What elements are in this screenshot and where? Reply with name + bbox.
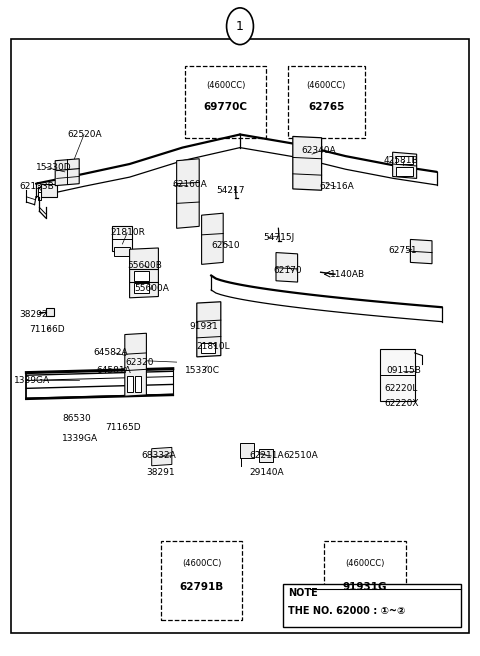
- Text: 64581A: 64581A: [96, 366, 131, 375]
- Text: 1: 1: [236, 20, 244, 33]
- Text: 42581B: 42581B: [384, 156, 419, 165]
- Circle shape: [227, 8, 253, 45]
- Text: 62791B: 62791B: [180, 582, 224, 592]
- Text: 38292: 38292: [19, 310, 48, 319]
- Text: 62116A: 62116A: [319, 182, 354, 192]
- Text: 62510A: 62510A: [283, 451, 318, 461]
- Bar: [161, 541, 242, 620]
- Polygon shape: [393, 152, 417, 178]
- Bar: [112, 226, 132, 251]
- Polygon shape: [410, 239, 432, 264]
- Text: (4600CC): (4600CC): [182, 559, 221, 567]
- Bar: [201, 343, 215, 353]
- Text: 55600A: 55600A: [134, 284, 169, 293]
- Text: 55600B: 55600B: [127, 261, 162, 270]
- Bar: [259, 449, 273, 462]
- Polygon shape: [177, 159, 199, 228]
- Circle shape: [246, 464, 252, 472]
- Bar: [288, 66, 365, 138]
- Text: 62751: 62751: [389, 246, 418, 255]
- Text: (4600CC): (4600CC): [307, 81, 346, 91]
- Text: 1339GA: 1339GA: [14, 376, 50, 385]
- Bar: [134, 283, 149, 293]
- Bar: [46, 308, 54, 316]
- Bar: [114, 247, 130, 256]
- Text: 69770C: 69770C: [204, 102, 248, 112]
- Text: (4600CC): (4600CC): [206, 81, 245, 91]
- Circle shape: [254, 464, 260, 472]
- Bar: [134, 271, 149, 281]
- Text: 62765: 62765: [308, 102, 345, 112]
- Bar: [185, 66, 266, 138]
- Text: 71166D: 71166D: [29, 325, 64, 335]
- Text: 15330C: 15330C: [185, 366, 220, 375]
- Polygon shape: [197, 302, 221, 357]
- Text: 91931G: 91931G: [343, 582, 387, 592]
- Text: NOTE: NOTE: [288, 588, 318, 598]
- Text: 62610: 62610: [211, 241, 240, 251]
- Text: 62220X: 62220X: [384, 399, 419, 408]
- Polygon shape: [38, 187, 41, 197]
- Text: 29140A: 29140A: [250, 468, 284, 477]
- Text: 62520A: 62520A: [67, 130, 102, 139]
- Polygon shape: [38, 192, 41, 200]
- Text: (4600CC): (4600CC): [345, 559, 384, 567]
- Polygon shape: [130, 248, 158, 298]
- Text: 62340A: 62340A: [301, 146, 336, 155]
- Text: 62211A: 62211A: [250, 451, 284, 461]
- Bar: [380, 349, 415, 401]
- Polygon shape: [293, 136, 322, 190]
- Bar: [324, 541, 406, 620]
- Text: 62170: 62170: [274, 266, 302, 276]
- Text: 1140AB: 1140AB: [330, 270, 365, 279]
- Text: 71165D: 71165D: [106, 423, 141, 432]
- Polygon shape: [202, 213, 223, 264]
- Text: 21810L: 21810L: [197, 342, 230, 351]
- Polygon shape: [41, 184, 57, 197]
- Text: 1339GA: 1339GA: [62, 434, 98, 443]
- Bar: [396, 167, 413, 176]
- Bar: [283, 584, 461, 627]
- Bar: [240, 443, 254, 458]
- Text: 54217: 54217: [216, 186, 244, 195]
- Text: 38291: 38291: [146, 468, 175, 477]
- Text: 62220L: 62220L: [384, 384, 418, 393]
- Text: 54715J: 54715J: [263, 233, 294, 242]
- Polygon shape: [276, 253, 298, 282]
- Text: 21810R: 21810R: [110, 228, 145, 237]
- Text: 64582A: 64582A: [94, 348, 128, 358]
- Text: 62133B: 62133B: [19, 182, 54, 192]
- Bar: [396, 156, 413, 164]
- Bar: [127, 376, 133, 392]
- Text: 15330D: 15330D: [36, 163, 72, 172]
- Text: 62160A: 62160A: [173, 180, 207, 190]
- Bar: [135, 376, 141, 392]
- Text: 68332A: 68332A: [142, 451, 176, 461]
- Text: 09115B: 09115B: [386, 366, 421, 375]
- Polygon shape: [152, 447, 172, 466]
- Text: 86530: 86530: [62, 414, 91, 423]
- Polygon shape: [55, 159, 79, 186]
- Text: THE NO. 62000 : ①~②: THE NO. 62000 : ①~②: [288, 606, 405, 617]
- Polygon shape: [125, 333, 146, 396]
- Text: 62320: 62320: [126, 358, 154, 367]
- Text: 91931: 91931: [190, 322, 218, 331]
